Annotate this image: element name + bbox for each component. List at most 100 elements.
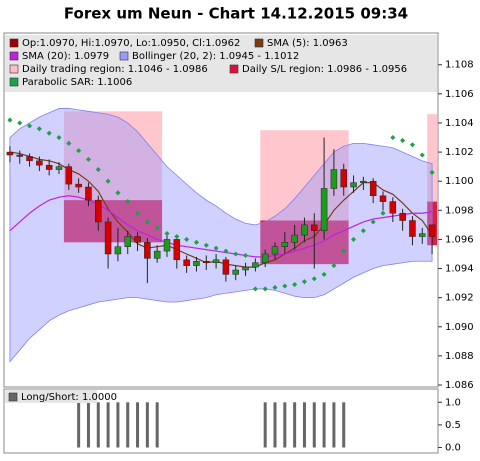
sar-dot bbox=[134, 210, 141, 216]
signal-bar bbox=[263, 402, 267, 448]
candle-body bbox=[55, 166, 63, 170]
signal-bar bbox=[96, 402, 100, 448]
candle-body bbox=[311, 224, 318, 231]
signal-bar bbox=[342, 402, 346, 448]
signal-bar bbox=[322, 402, 326, 448]
candle-body bbox=[291, 234, 298, 243]
sar-dot bbox=[233, 251, 239, 257]
candle-body bbox=[340, 169, 347, 188]
sar-dot bbox=[380, 210, 386, 216]
signal-bar bbox=[126, 402, 130, 448]
legend-label: SMA (20): 1.0979 bbox=[22, 51, 109, 62]
sar-dot bbox=[144, 219, 150, 225]
legend-label: Bollinger (20, 2): 1.0945 - 1.1012 bbox=[132, 51, 299, 62]
legend-label: Op:1.0970, Hi:1.0970, Lo:1.0950, Cl:1.09… bbox=[22, 38, 240, 49]
sar-dot bbox=[272, 284, 278, 291]
signal-bar bbox=[332, 402, 336, 448]
sar-dot bbox=[164, 231, 170, 237]
legend-label: Parabolic SAR: 1.1006 bbox=[22, 77, 132, 88]
sar-dot bbox=[184, 236, 190, 242]
signal-bar bbox=[136, 402, 140, 448]
candle-body bbox=[85, 186, 92, 201]
candle-body bbox=[242, 266, 249, 271]
sar-dot bbox=[262, 286, 268, 292]
candle-body bbox=[104, 221, 112, 255]
indicator-line bbox=[9, 195, 433, 258]
y-tick-label: 1.108 bbox=[445, 60, 474, 71]
signal-bar bbox=[145, 402, 149, 448]
sar-dot bbox=[400, 137, 406, 143]
candle-body bbox=[6, 151, 14, 156]
overlay: 1.086 1.088 1.090 1.092 1.094 1.096 1.098 1.100… bbox=[8, 38, 474, 453]
sar-dot bbox=[125, 199, 131, 205]
y-tick-label: 1.100 bbox=[445, 176, 474, 187]
sar-dot bbox=[154, 225, 160, 231]
candle-body bbox=[65, 166, 73, 185]
legend-swatch bbox=[8, 392, 18, 402]
signal-bar bbox=[116, 402, 120, 448]
bollinger-band bbox=[9, 108, 433, 363]
y-tick-label: 0.0 bbox=[445, 442, 461, 453]
candle-body bbox=[320, 188, 328, 231]
trading-region bbox=[427, 114, 437, 202]
sar-dot bbox=[76, 148, 82, 154]
signal-bar bbox=[302, 402, 306, 448]
candle-body bbox=[153, 250, 161, 259]
candle-body bbox=[360, 180, 367, 183]
legend-swatch bbox=[254, 38, 264, 48]
candle-body bbox=[301, 224, 308, 236]
legend-label: Daily trading region: 1.1046 - 1.0986 bbox=[22, 64, 208, 75]
y-tick-label: 1.092 bbox=[445, 293, 474, 304]
sar-dot bbox=[409, 142, 416, 148]
signal-bar bbox=[77, 402, 81, 448]
signal-bar bbox=[155, 402, 159, 448]
candle-body bbox=[409, 220, 416, 237]
y-tick-label: 1.102 bbox=[445, 147, 474, 158]
y-tick-label: 1.104 bbox=[445, 118, 474, 129]
candle-body bbox=[203, 261, 210, 263]
y-tick-label: 0.5 bbox=[445, 420, 461, 431]
candle-body bbox=[193, 261, 200, 266]
sar-dot bbox=[252, 286, 258, 292]
legend-swatch bbox=[9, 51, 19, 61]
signal-bar bbox=[106, 402, 110, 448]
candle-body bbox=[399, 212, 406, 221]
legend-label: SMA (5): 1.0963 bbox=[267, 38, 348, 49]
y-tick-label: 1.098 bbox=[445, 205, 474, 216]
sar-dot bbox=[292, 282, 298, 288]
chart-title: Forex um Neun - Chart 14.12.2015 09:34 bbox=[64, 5, 408, 23]
legend-swatch bbox=[119, 51, 129, 61]
candle-body bbox=[222, 259, 230, 275]
sar-dot bbox=[46, 130, 52, 136]
sar-dot bbox=[193, 239, 200, 245]
y-tick-label: 1.088 bbox=[445, 351, 474, 362]
y-tick-label: 1.0 bbox=[445, 397, 461, 408]
sar-dot bbox=[390, 134, 396, 141]
candle-body bbox=[114, 246, 122, 255]
legend-swatch bbox=[229, 64, 239, 74]
y-tick-label: 1.086 bbox=[445, 380, 474, 391]
sar-dot bbox=[321, 271, 327, 277]
candle-body bbox=[419, 233, 426, 237]
legend-box bbox=[5, 35, 437, 92]
candle-body bbox=[16, 154, 23, 157]
candle-body bbox=[183, 259, 190, 266]
candle-body bbox=[330, 169, 338, 189]
legend-label: Long/Short: 1.0000 bbox=[21, 392, 117, 403]
candle-body bbox=[134, 236, 141, 243]
candle-body bbox=[45, 164, 53, 170]
candle-body bbox=[350, 182, 357, 188]
sar-dot bbox=[223, 248, 229, 254]
candle-body bbox=[379, 195, 387, 202]
signal-legend-box bbox=[5, 390, 97, 403]
y-tick-label: 1.094 bbox=[445, 264, 474, 275]
candle-body bbox=[95, 199, 102, 223]
candle-body bbox=[163, 239, 171, 252]
legend-swatch bbox=[9, 38, 19, 48]
sar-dot bbox=[242, 252, 249, 258]
candle-body bbox=[252, 262, 259, 268]
plot-area bbox=[6, 108, 437, 448]
candle-body bbox=[75, 183, 82, 188]
candle-body bbox=[261, 253, 269, 263]
